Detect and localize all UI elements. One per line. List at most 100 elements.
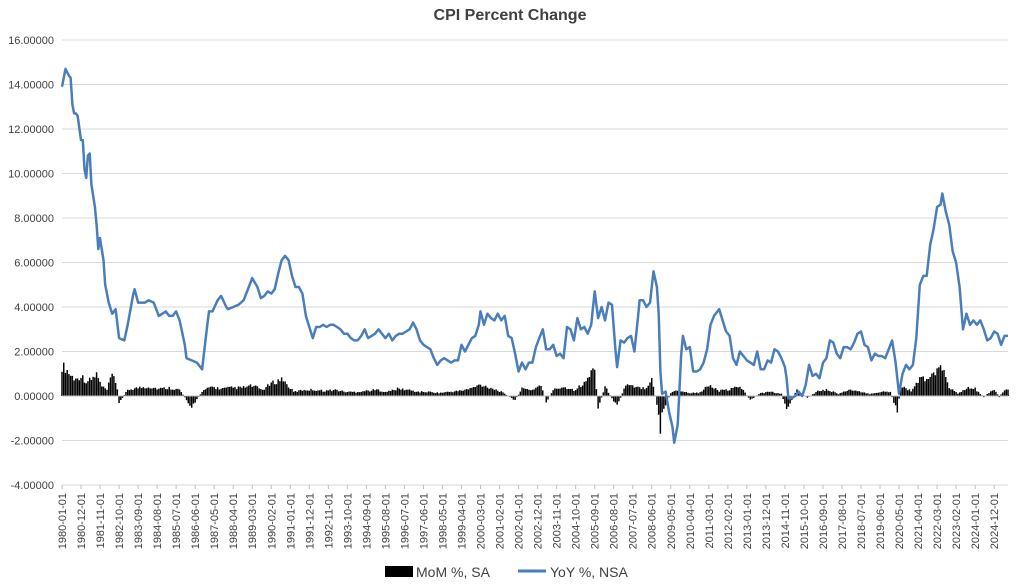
mom-bar xyxy=(701,391,703,396)
mom-bar xyxy=(694,392,696,396)
x-tick-label: 2002-12-01 xyxy=(533,493,545,549)
mom-bar xyxy=(521,387,523,396)
mom-bar xyxy=(1002,392,1004,396)
mom-bar xyxy=(626,384,629,396)
mom-bar xyxy=(825,388,828,396)
mom-bar xyxy=(405,389,407,396)
mom-bar xyxy=(337,391,340,396)
mom-bar xyxy=(818,391,821,396)
mom-bar xyxy=(811,394,814,396)
mom-bar xyxy=(431,392,433,396)
mom-bar xyxy=(906,390,909,396)
x-tick-label: 2011-03-01 xyxy=(704,493,716,548)
mom-bar xyxy=(533,389,535,396)
mom-bar xyxy=(925,379,928,396)
mom-bar xyxy=(599,396,601,403)
mom-bar xyxy=(140,388,143,396)
mom-bar xyxy=(536,386,539,396)
mom-bar xyxy=(597,396,599,409)
mom-bar xyxy=(827,390,829,396)
mom-bar xyxy=(917,382,919,396)
mom-bar xyxy=(95,372,98,396)
mom-bar xyxy=(139,386,141,396)
mom-bar xyxy=(996,394,999,396)
mom-bar xyxy=(849,389,852,396)
mom-bar xyxy=(376,389,378,396)
mom-bar xyxy=(445,391,447,396)
mom-bar xyxy=(370,390,373,396)
mom-bar xyxy=(851,390,854,396)
mom-bar xyxy=(661,396,663,413)
mom-bar xyxy=(723,389,726,396)
mom-bar xyxy=(379,391,381,396)
mom-bar xyxy=(868,394,871,396)
mom-bar xyxy=(107,382,110,396)
mom-bar xyxy=(109,377,112,396)
mom-bar xyxy=(635,386,637,396)
mom-bar xyxy=(88,377,91,396)
mom-bar xyxy=(777,393,779,396)
mom-bar xyxy=(273,384,276,396)
mom-bar xyxy=(896,396,899,413)
x-tick-label: 2019-06-01 xyxy=(875,493,887,549)
mom-bar xyxy=(305,390,307,396)
mom-bar xyxy=(934,375,937,396)
mom-bar xyxy=(469,388,471,396)
mom-bar xyxy=(279,381,281,396)
mom-bar xyxy=(325,390,328,396)
mom-bar xyxy=(583,381,586,396)
mom-bar xyxy=(104,388,106,396)
mom-bar xyxy=(860,392,862,396)
mom-bar xyxy=(213,387,215,396)
mom-bar xyxy=(751,396,753,399)
mom-bar xyxy=(381,391,383,396)
mom-bar xyxy=(1005,389,1008,396)
x-tick-label: 1993-10-01 xyxy=(342,493,354,549)
mom-bar xyxy=(633,387,636,396)
mom-bar xyxy=(780,393,783,396)
mom-bar xyxy=(910,391,912,396)
mom-bar xyxy=(429,391,432,396)
mom-bar xyxy=(663,396,665,409)
mom-bar xyxy=(401,388,404,396)
mom-bar xyxy=(363,391,366,396)
mom-bar xyxy=(464,389,466,396)
mom-bar xyxy=(905,388,907,396)
mom-bar xyxy=(683,392,686,396)
mom-bar xyxy=(950,389,952,396)
mom-bar xyxy=(296,391,298,396)
mom-bar xyxy=(630,385,632,396)
mom-bar xyxy=(102,386,105,396)
mom-bar xyxy=(350,391,352,396)
mom-bar xyxy=(299,389,302,396)
mom-bar xyxy=(612,396,615,402)
mom-bar xyxy=(400,389,402,396)
mom-bar xyxy=(229,386,231,396)
x-tick-label: 2007-07-01 xyxy=(628,493,640,549)
mom-bar xyxy=(747,396,750,398)
mom-bar xyxy=(260,389,262,396)
mom-bar xyxy=(689,393,691,396)
mom-bar xyxy=(495,389,497,396)
mom-bar xyxy=(472,387,475,396)
mom-bar xyxy=(574,390,577,396)
mom-bar xyxy=(440,392,442,396)
mom-bar xyxy=(510,396,513,398)
mom-bar xyxy=(358,392,361,396)
mom-bar xyxy=(165,389,167,396)
mom-bar xyxy=(80,377,82,396)
x-tick-label: 2001-02-01 xyxy=(495,493,507,549)
mom-bar xyxy=(396,387,399,396)
mom-bar xyxy=(106,389,108,396)
mom-bar xyxy=(922,376,924,396)
mom-bar xyxy=(882,391,885,396)
mom-bar xyxy=(114,382,117,396)
mom-bar xyxy=(891,396,893,398)
mom-bar xyxy=(547,396,549,400)
mom-bar xyxy=(886,391,888,396)
mom-bar xyxy=(721,389,724,396)
mom-bar xyxy=(101,386,103,396)
mom-bar xyxy=(76,378,79,396)
mom-bar xyxy=(267,384,269,396)
mom-bar xyxy=(965,388,968,396)
